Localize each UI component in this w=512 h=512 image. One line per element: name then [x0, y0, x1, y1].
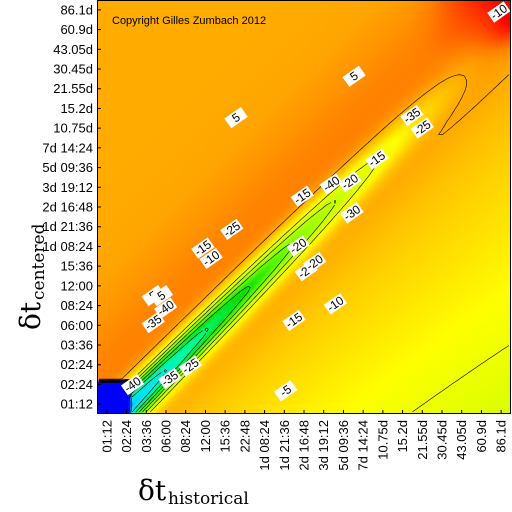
x-tick-label: 2d 16:48	[297, 420, 312, 471]
y-tick-label: 30.45d	[53, 62, 93, 77]
contour-label-bg	[338, 171, 362, 193]
contour-labels: -1055-35-255-15-20-40-15-25-20-30-15-10-…	[120, 1, 511, 402]
x-axis-ticks: 01:12 02:24 03:36 06:00 08:24 12:00 15:36 22:48…	[99, 410, 509, 471]
y-tick-label: 06:00	[60, 318, 93, 333]
y-tick-label: 60.9d	[60, 22, 93, 37]
y-tick-label: 01:12	[60, 397, 93, 412]
contour-label-bg	[141, 311, 165, 334]
x-axis-label-subscript: historical	[168, 489, 249, 509]
contour-label-bg	[487, 1, 511, 23]
heatmap-field: -1055-35-255-15-20-40-15-25-20-30-15-10-…	[97, 0, 511, 414]
y-tick-label: 3d 19:12	[42, 180, 93, 195]
contour-label-bg	[199, 247, 223, 269]
x-tick-label: 7d 14:24	[356, 420, 371, 471]
x-tick-label: 3d 19:12	[316, 420, 331, 471]
y-tick-label: 12:00	[60, 278, 93, 293]
contour-label-bg	[220, 218, 244, 240]
y-tick-label: 21.55d	[53, 81, 93, 96]
x-tick-label: 22:48	[237, 420, 252, 453]
y-tick-label: 02:24	[60, 357, 93, 372]
y-tick-label: 08:24	[60, 298, 93, 313]
y-tick-label: 1d 08:24	[42, 239, 93, 254]
contour-label-bg	[410, 117, 435, 139]
x-tick-label: 86.1d	[494, 420, 509, 453]
x-tick-label: 1d 08:24	[257, 420, 272, 471]
x-tick-label: 10.75d	[375, 420, 390, 460]
y-axis-label: δt centered	[14, 223, 49, 330]
x-axis-label-symbol: δt	[138, 474, 167, 507]
contour-line	[99, 74, 510, 380]
contour-label: -5	[274, 380, 298, 402]
contour-label-bg	[319, 173, 343, 195]
x-tick-label: 02:24	[119, 420, 134, 453]
y-tick-label: 7d 14:24	[42, 140, 93, 155]
contour-label-bg	[365, 148, 389, 170]
contour-label-bg	[191, 237, 215, 259]
x-tick-label: 5d 09:36	[336, 420, 351, 471]
y-axis-label-subscript: centered	[29, 223, 49, 300]
contour-line	[99, 327, 209, 413]
x-tick-label: 08:24	[178, 420, 193, 453]
y-tick-label: 1d 21:36	[42, 219, 93, 234]
contour-label: 5	[224, 106, 248, 129]
x-tick-label: 60.9d	[474, 420, 489, 453]
contour-label-bg	[303, 251, 327, 274]
y-tick-label: 15:36	[60, 259, 93, 274]
x-tick-label: 15:36	[218, 420, 233, 453]
copyright-annotation: Copyright Gilles Zumbach 2012	[112, 15, 266, 27]
x-tick-label: 43.05d	[454, 420, 469, 460]
x-tick-label: 12:00	[198, 420, 213, 453]
contour-label-bg	[282, 309, 306, 332]
y-tick-label: 03:36	[60, 338, 93, 353]
y-tick-label: 2d 16:48	[42, 200, 93, 215]
y-tick-label: 43.05d	[53, 42, 93, 57]
x-tick-label: 30.45d	[435, 420, 450, 460]
contour-label-bg	[224, 106, 248, 129]
y-axis-label-symbol: δt	[14, 301, 47, 330]
y-axis-ticks: 01:12 02:24 02:24 03:36 06:00 08:24 12:00 15:36…	[42, 2, 101, 412]
x-tick-label: 1d 21:36	[277, 420, 292, 471]
x-axis-label: δt historical	[138, 474, 249, 509]
y-tick-label: 15.2d	[60, 101, 93, 116]
contour-label-bg	[290, 185, 314, 207]
contour-label-bg	[342, 65, 366, 87]
y-tick-label: 10.75d	[53, 121, 93, 136]
contour-label: 5	[342, 65, 366, 87]
contour-label-bg	[400, 104, 424, 127]
contour-label-bg	[340, 202, 364, 224]
x-tick-label: 15.2d	[395, 420, 410, 453]
x-tick-label: 01:12	[99, 420, 114, 453]
y-tick-label: 5d 09:36	[42, 160, 93, 175]
x-tick-label: 21.55d	[415, 420, 430, 460]
contour-label-bg	[178, 355, 203, 377]
contour-label-bg	[154, 297, 178, 319]
contour-label: 5	[149, 284, 174, 307]
contour-label-bg	[158, 367, 182, 390]
x-tick-label: 03:36	[139, 420, 154, 453]
contour-label-bg	[323, 293, 348, 315]
heatmap-image	[97, 0, 511, 414]
contour-label-bg	[274, 380, 298, 402]
contour-label-bg	[286, 235, 310, 257]
x-tick-label: 06:00	[159, 420, 174, 453]
y-tick-label: 02:24	[60, 377, 93, 392]
y-tick-label: 86.1d	[60, 2, 93, 17]
contour-label-bg	[120, 373, 145, 396]
contour-label-bg	[149, 284, 174, 307]
contour-lines	[99, 74, 510, 413]
